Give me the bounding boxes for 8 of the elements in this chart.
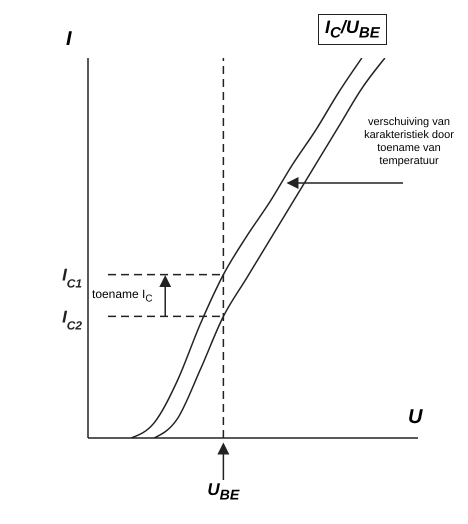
ref-line-label: I$_{C2}$ xyxy=(62,307,82,332)
y-axis-title: I xyxy=(66,28,72,51)
ref-line-label: I$_{C1}$ xyxy=(62,266,82,291)
x-axis-title: U xyxy=(408,406,422,429)
annotation: verschuiving van karakteristiek door toename van temperatuur xyxy=(363,116,455,168)
chart-title: I$_{C}$/U$_{BE}$ xyxy=(318,14,387,45)
annotation: toename I$_{C}$ xyxy=(92,286,153,304)
text: U$_{BE}$ xyxy=(206,480,241,504)
